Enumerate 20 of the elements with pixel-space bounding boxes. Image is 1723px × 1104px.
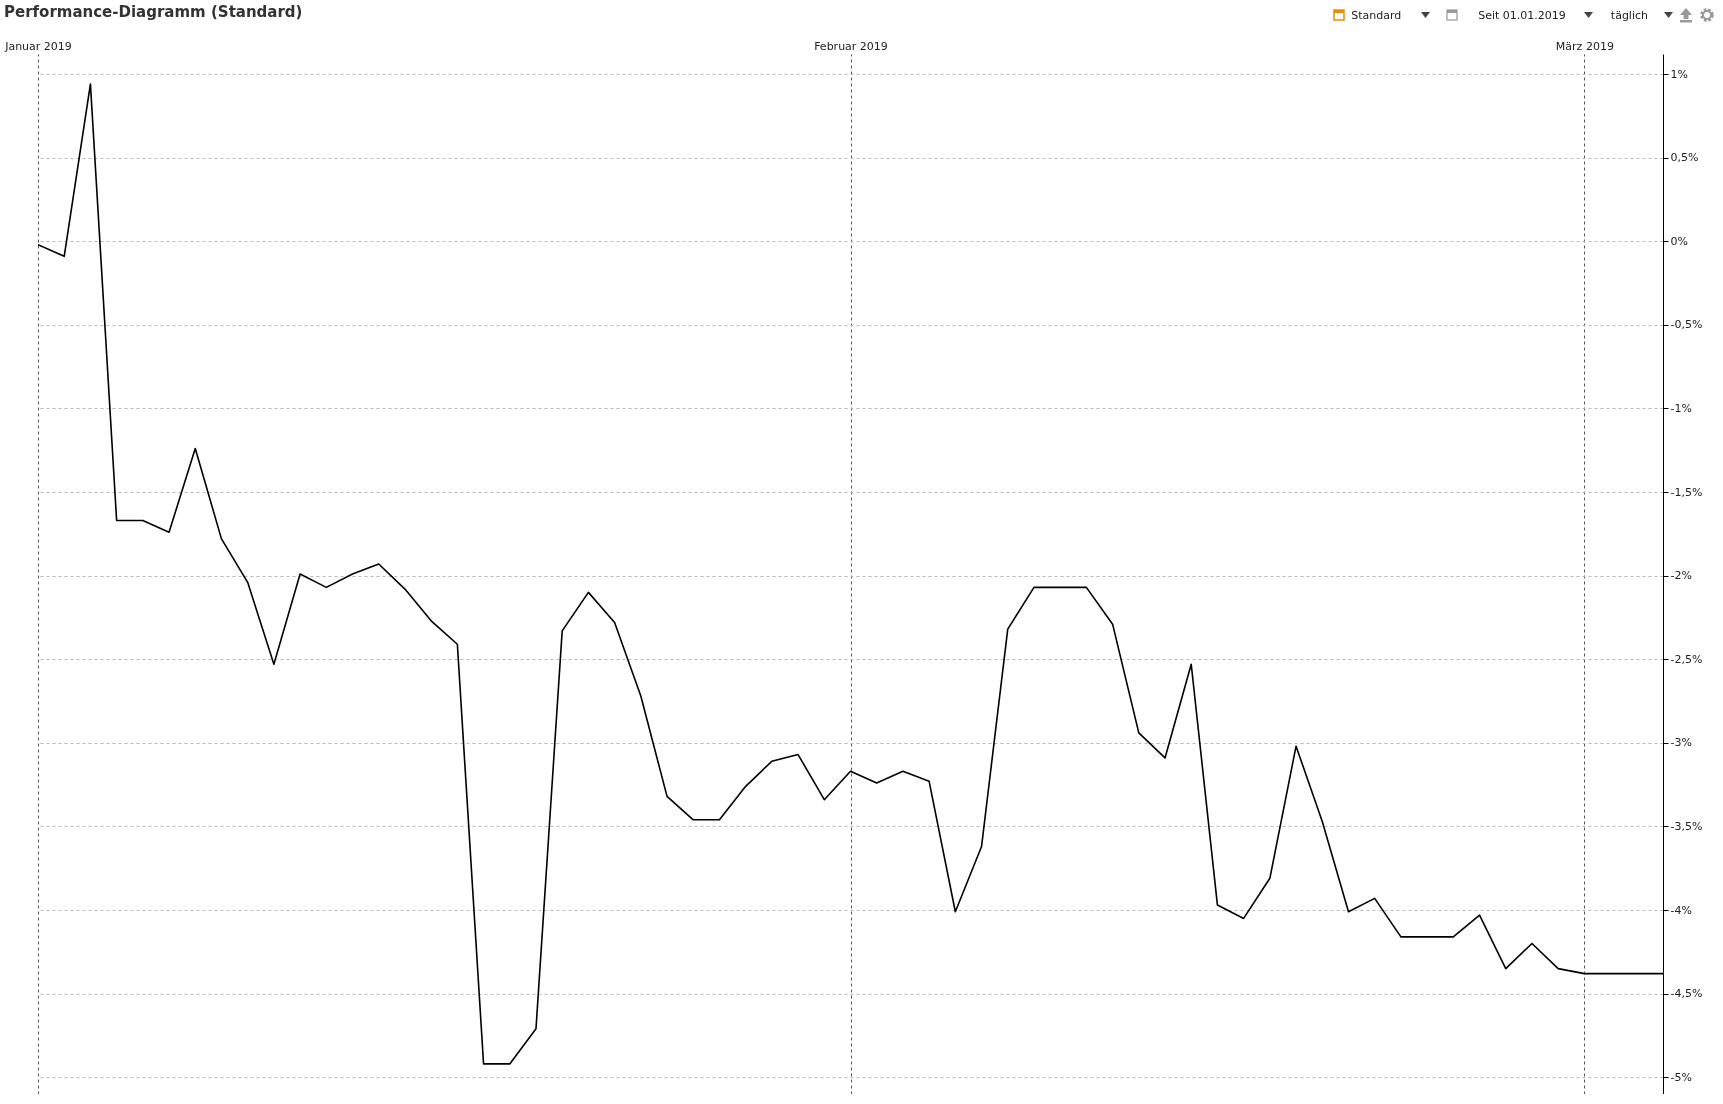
y-tick-label: -2,5% (1670, 652, 1703, 666)
x-tick-label: März 2019 (1555, 39, 1614, 53)
y-tick-label: -3,5% (1670, 819, 1703, 833)
text: Seit 01.01.2019 (1478, 8, 1566, 22)
y-tick-label: -4,5% (1670, 987, 1703, 1001)
y-tick-label: 1% (1670, 67, 1688, 81)
y-tick-label: -1% (1670, 401, 1692, 415)
text: Standard (1351, 8, 1402, 22)
x-tick-label: Februar 2019 (814, 39, 888, 53)
y-tick-label: -5% (1670, 1070, 1692, 1084)
chart-title: Performance-Diagramm (Standard) (4, 3, 303, 21)
y-tick-label: -4% (1670, 903, 1692, 917)
y-tick-label: -0,5% (1670, 318, 1703, 332)
y-tick-label: -2% (1670, 569, 1692, 583)
y-tick-label: -3% (1670, 736, 1692, 750)
text: täglich (1610, 8, 1648, 22)
x-tick-label: Januar 2019 (4, 39, 72, 53)
y-tick-label: -1,5% (1670, 485, 1703, 499)
y-tick-label: 0% (1670, 234, 1688, 248)
y-tick-label: 0,5% (1670, 151, 1699, 165)
